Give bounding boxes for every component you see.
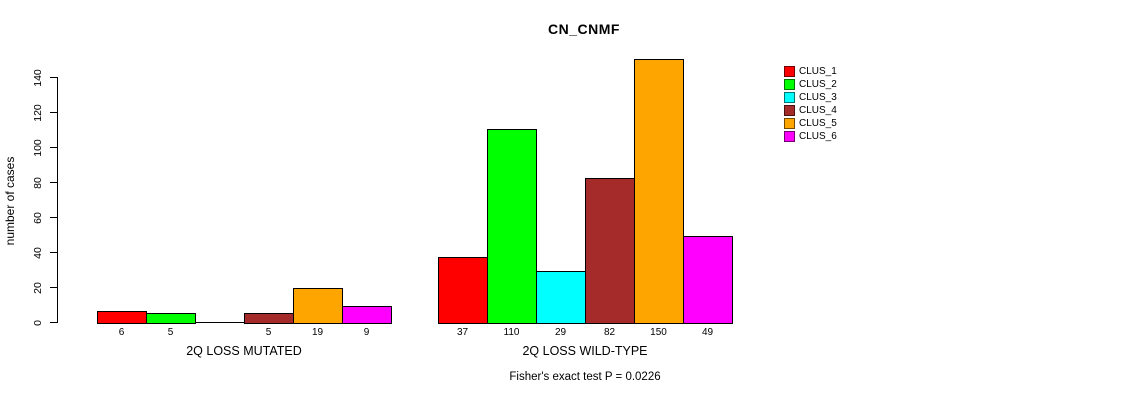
- y-tick-label: 100: [32, 138, 44, 157]
- legend-row: CLUS_2: [784, 78, 837, 91]
- legend-swatch-clus_2: [784, 79, 795, 90]
- y-tick-mark: [50, 147, 57, 148]
- chart-title: CN_CNMF: [548, 21, 620, 37]
- legend-swatch-clus_6: [784, 131, 795, 142]
- legend-label: CLUS_5: [799, 118, 837, 129]
- bar-clus_1: [96, 311, 147, 324]
- legend-row: CLUS_3: [784, 91, 837, 104]
- bar-clus_3-zero: [195, 322, 244, 323]
- legend-row: CLUS_5: [784, 117, 837, 130]
- y-tick-mark: [50, 217, 57, 218]
- bar-clus_5: [633, 59, 684, 324]
- bar-clus_2: [486, 129, 537, 324]
- bar-value-label: 19: [311, 327, 324, 338]
- bar-clus_5: [292, 288, 343, 324]
- bar-value-label: 6: [118, 327, 125, 338]
- legend-label: CLUS_4: [799, 105, 837, 116]
- y-tick-mark: [50, 287, 57, 288]
- legend-swatch-clus_1: [784, 66, 795, 77]
- legend-swatch-clus_3: [784, 92, 795, 103]
- group-label-mutated: 2Q LOSS MUTATED: [186, 344, 302, 358]
- y-tick-label: 40: [32, 246, 44, 259]
- legend-label: CLUS_1: [799, 66, 837, 77]
- bar-value-label: 110: [503, 327, 520, 338]
- y-tick-mark: [50, 252, 57, 253]
- y-tick-mark: [50, 77, 57, 78]
- y-tick-mark: [50, 322, 57, 323]
- bar-value-label: 5: [167, 327, 174, 338]
- legend: CLUS_1 CLUS_2 CLUS_3 CLUS_4 CLUS_5 CLUS_6: [784, 65, 837, 143]
- bar-clus_4: [584, 178, 635, 324]
- y-tick-label: 0: [32, 319, 44, 326]
- bar-clus_6: [682, 235, 733, 324]
- bar-value-label: 49: [701, 327, 714, 338]
- legend-swatch-clus_5: [784, 118, 795, 129]
- group-label-wild-type: 2Q LOSS WILD-TYPE: [522, 344, 648, 358]
- legend-row: CLUS_6: [784, 130, 837, 143]
- y-axis-line: [57, 77, 58, 323]
- legend-row: CLUS_1: [784, 65, 837, 78]
- y-tick-mark: [50, 112, 57, 113]
- bar-value-label: 82: [603, 327, 616, 338]
- y-tick-label: 120: [32, 103, 44, 122]
- y-tick-label: 20: [32, 281, 44, 294]
- legend-label: CLUS_6: [799, 131, 837, 142]
- bar-clus_2: [145, 312, 196, 324]
- legend-label: CLUS_3: [799, 92, 837, 103]
- y-axis-label: number of cases: [3, 156, 17, 246]
- bar-clus_1: [437, 256, 488, 324]
- y-tick-label: 60: [32, 211, 44, 224]
- legend-row: CLUS_4: [784, 104, 837, 117]
- bar-clus_6: [341, 305, 392, 324]
- y-tick-label: 140: [32, 68, 44, 87]
- bar-value-label: 5: [265, 327, 272, 338]
- bar-value-label: 9: [363, 327, 370, 338]
- bar-value-label: 37: [456, 327, 469, 338]
- y-tick-label: 80: [32, 176, 44, 189]
- bar-value-label: 29: [554, 327, 567, 338]
- fisher-test-annotation: Fisher's exact test P = 0.0226: [509, 371, 661, 383]
- legend-swatch-clus_4: [784, 105, 795, 116]
- bar-clus_3: [535, 270, 586, 324]
- legend-label: CLUS_2: [799, 79, 837, 90]
- bar-value-label: 150: [650, 327, 667, 338]
- y-tick-mark: [50, 182, 57, 183]
- bar-clus_4: [243, 312, 294, 324]
